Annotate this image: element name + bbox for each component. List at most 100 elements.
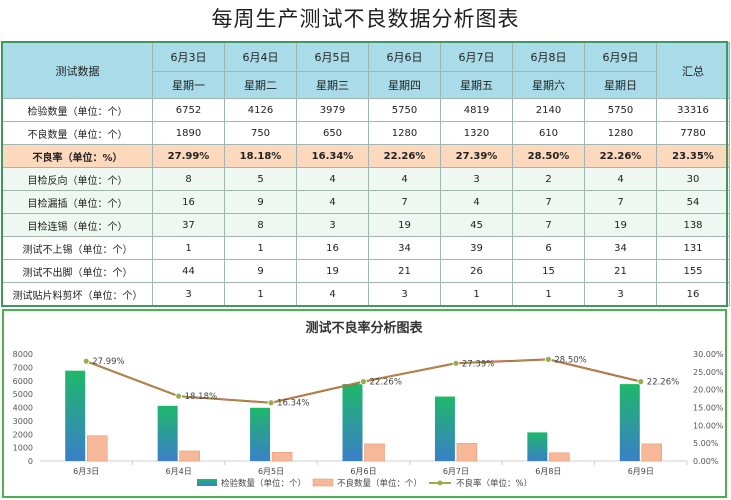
date-header: 6月6日 (368, 42, 441, 72)
table-cell: 3 (152, 282, 225, 306)
row-label: 不良率（单位：%） (2, 144, 153, 168)
row-total: 23.35% (656, 144, 730, 168)
y-tick-label: 5000 (13, 390, 33, 399)
bar-inspected (65, 370, 86, 461)
table-row: 不良数量（单位：个） 1890 750 650 1280 1320 610 1280 7780 (2, 121, 730, 145)
table-cell: 7 (512, 190, 585, 214)
bar-defective (271, 452, 293, 462)
y-tick-label: 8000 (13, 350, 33, 359)
table-cell: 22.26% (368, 144, 441, 168)
legend-label: 检验数量（单位：个） (221, 478, 306, 489)
table-cell: 750 (224, 121, 297, 145)
legend-swatch-defective (312, 478, 334, 487)
chart-title: 测试不良率分析图表 (305, 320, 423, 336)
table-cell: 8 (224, 213, 297, 237)
x-tick-label: 6月3日 (73, 467, 99, 476)
rate-point (360, 378, 367, 386)
row-label: 测试贴片料剪坏（单位：个） (2, 282, 153, 306)
bar-defective (364, 443, 385, 462)
table-cell: 19 (296, 259, 369, 283)
y-tick-label: 1000 (13, 444, 33, 453)
header-row-dates: 测试数据 6月3日 6月4日 6月5日 6月6日 6月7日 6月8日 6月9日 … (2, 42, 730, 99)
table-row: 目检漏插（单位：个） 16 9 4 7 4 7 7 54 (2, 190, 730, 214)
table-cell: 19 (584, 213, 657, 237)
legend-swatch-inspected (197, 479, 217, 486)
table-cell: 4 (296, 167, 369, 191)
table-cell: 22.26% (584, 144, 657, 168)
table-cell: 4 (368, 167, 441, 191)
table-row: 测试贴片料剪坏（单位：个） 3 1 4 3 1 1 3 16 (2, 282, 730, 306)
y-tick-label: 2000 (13, 430, 33, 439)
table-cell: 7 (512, 213, 585, 237)
table-cell: 34 (584, 236, 657, 260)
table-cell: 1280 (584, 121, 657, 145)
y2-tick-label: 5.00% (693, 439, 719, 448)
weekday-header: 星期五 (440, 71, 513, 99)
table-cell: 2140 (512, 98, 585, 122)
row-label: 目检反向（单位：个） (2, 167, 153, 191)
table-row: 检验数量（单位：个） 6752 4126 3979 5750 4819 2140 5750 33… (2, 98, 730, 122)
table-cell: 4 (440, 190, 513, 214)
y2-tick-label: 0.00% (693, 457, 719, 466)
table-cell: 650 (296, 121, 369, 145)
y-tick-label: 3000 (13, 417, 33, 426)
legend-swatch-rate-marker (437, 480, 443, 486)
data-table: 测试数据 6月3日 6月4日 6月5日 6月6日 6月7日 6月8日 6月9日 … (2, 42, 730, 306)
table-cell: 2 (512, 167, 585, 191)
y2-tick-label: 10.00% (693, 421, 724, 430)
chart-panel: 测试不良率分析图表 0 1000 2000 3000 4000 5000 6000 7000 80… (2, 309, 727, 498)
x-tick-label: 6月8日 (535, 467, 561, 476)
x-tick-label: 6月5日 (258, 467, 284, 476)
row-total: 155 (656, 259, 730, 283)
legend-label: 不良率（单位：%） (456, 478, 532, 489)
row-label: 不良数量（单位：个） (2, 121, 153, 145)
table-cell: 3 (296, 213, 369, 237)
date-header: 6月7日 (440, 42, 513, 72)
table-cell: 27.99% (152, 144, 225, 168)
weekday-header: 星期六 (512, 71, 585, 99)
table-cell: 1 (224, 282, 297, 306)
table-cell: 21 (368, 259, 441, 283)
date-header: 6月3日 (152, 42, 225, 72)
bar-inspected (342, 384, 363, 461)
weekday-header: 星期日 (584, 71, 657, 99)
table-cell: 3 (440, 167, 513, 191)
rate-data-label: 22.26% (647, 378, 679, 388)
rate-data-label: 28.50% (554, 355, 586, 365)
table-cell: 1 (512, 282, 585, 306)
bar-inspected (527, 432, 548, 461)
y2-tick-label: 25.00% (693, 368, 724, 377)
bar-inspected (157, 405, 178, 461)
row-label: 测试不上锡（单位：个） (2, 236, 153, 260)
date-header: 6月9日 (584, 42, 657, 72)
rate-data-label: 16.34% (277, 399, 309, 409)
rate-point (267, 399, 275, 407)
table-cell: 3 (584, 282, 657, 306)
table-cell: 5750 (368, 98, 441, 122)
total-header: 汇总 (656, 42, 730, 99)
date-header: 6月4日 (224, 42, 297, 72)
table-cell: 44 (152, 259, 225, 283)
rate-point (544, 355, 552, 363)
x-tick-label: 6月9日 (628, 467, 654, 476)
table-cell: 8 (152, 167, 225, 191)
bar-defective (86, 435, 108, 462)
row-total: 54 (656, 190, 730, 214)
row-label: 检验数量（单位：个） (2, 98, 153, 122)
bar-inspected (434, 396, 455, 461)
table-cell: 15 (512, 259, 585, 283)
bar-defective (549, 452, 570, 462)
y2-tick-label: 20.00% (693, 386, 724, 395)
rate-data-label: 27.99% (92, 357, 124, 367)
table-cell: 16 (296, 236, 369, 260)
table-cell: 4 (584, 167, 657, 191)
bar-inspected (250, 407, 271, 461)
row-total: 138 (656, 213, 730, 237)
table-cell: 610 (512, 121, 585, 145)
table-cell: 37 (152, 213, 225, 237)
table-cell: 4126 (224, 98, 297, 122)
weekday-header: 星期四 (368, 71, 441, 99)
weekday-header: 星期三 (296, 71, 369, 99)
table-cell: 4819 (440, 98, 513, 122)
table-cell: 16.34% (296, 144, 369, 168)
